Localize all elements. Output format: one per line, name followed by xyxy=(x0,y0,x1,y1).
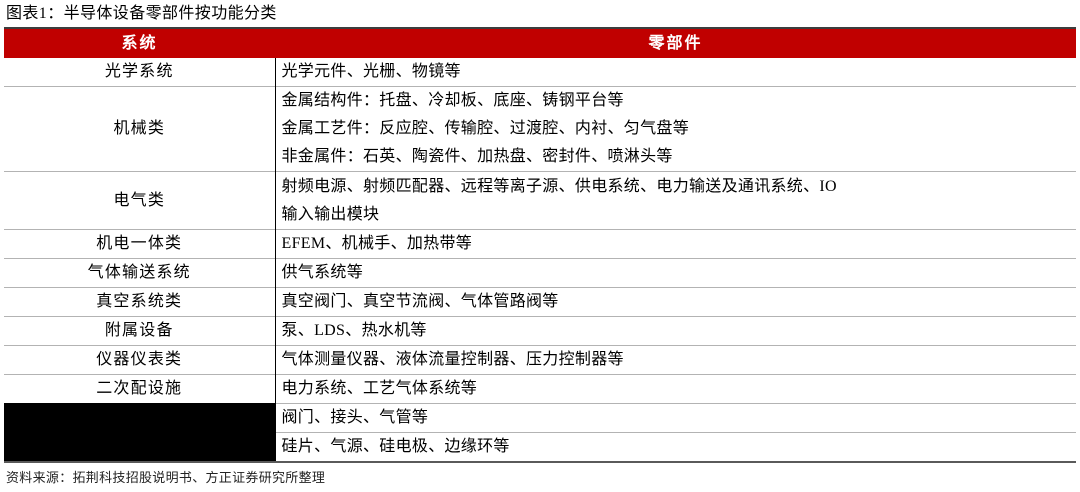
parts-line: 金属工艺件：反应腔、传输腔、过渡腔、内衬、匀气盘等 xyxy=(281,120,690,137)
column-header-system: 系统 xyxy=(4,29,275,58)
cell-system: 机械类 xyxy=(4,86,276,172)
table-body: 光学系统 光学元件、光栅、物镜等 机械类 金属结构件：托盘、冷却板、底座、铸钢平… xyxy=(4,58,1076,461)
table-row: 附属设备 泵、LDS、热水机等 xyxy=(4,316,1076,346)
table-row: 机械类 金属结构件：托盘、冷却板、底座、铸钢平台等 金属工艺件：反应腔、传输腔、… xyxy=(4,86,1076,172)
table-row: 硅片、气源、硅电极、边缘环等 xyxy=(4,432,1076,461)
table-row: 阀门、接头、气管等 xyxy=(4,403,1076,433)
table-row: 二次配设施 电力系统、工艺气体系统等 xyxy=(4,374,1076,404)
parts-line: 供气系统等 xyxy=(281,264,364,281)
source-note: 资料来源：拓荆科技招股说明书、方正证券研究所整理 xyxy=(6,470,326,485)
classification-table: 系统 零部件 光学系统 光学元件、光栅、物镜等 机械类 金属结构件：托盘、冷却板… xyxy=(4,29,1076,461)
parts-line: 阀门、接头、气管等 xyxy=(281,409,429,426)
parts-line: 金属结构件：托盘、冷却板、底座、铸钢平台等 xyxy=(281,92,624,109)
parts-line: 气体测量仪器、液体流量控制器、压力控制器等 xyxy=(281,351,624,368)
table-row: 真空系统类 真空阀门、真空节流阀、气体管路阀等 xyxy=(4,287,1076,317)
cell-system-redacted xyxy=(4,432,276,461)
cell-parts: 真空阀门、真空节流阀、气体管路阀等 xyxy=(275,287,1076,317)
cell-parts: EFEM、机械手、加热带等 xyxy=(275,229,1076,259)
cell-parts: 电力系统、工艺气体系统等 xyxy=(275,374,1076,404)
parts-line: 电力系统、工艺气体系统等 xyxy=(281,380,478,397)
cell-system: 光学系统 xyxy=(4,58,276,87)
cell-parts: 金属结构件：托盘、冷却板、底座、铸钢平台等 金属工艺件：反应腔、传输腔、过渡腔、… xyxy=(275,86,1076,172)
parts-line: 光学元件、光栅、物镜等 xyxy=(281,63,461,80)
cell-system-redacted xyxy=(4,403,276,433)
table-header: 系统 零部件 xyxy=(4,29,1076,58)
table-row: 气体输送系统 供气系统等 xyxy=(4,258,1076,288)
parts-line: 射频电源、射频匹配器、远程等离子源、供电系统、电力输送及通讯系统、IO xyxy=(281,177,837,195)
cell-parts: 供气系统等 xyxy=(275,258,1076,288)
cell-system: 机电一体类 xyxy=(4,229,276,259)
cell-parts: 泵、LDS、热水机等 xyxy=(275,316,1076,346)
cell-parts: 硅片、气源、硅电极、边缘环等 xyxy=(275,432,1076,461)
cell-system: 气体输送系统 xyxy=(4,258,276,288)
table-header-row: 系统 零部件 xyxy=(4,29,1076,58)
cell-parts: 气体测量仪器、液体流量控制器、压力控制器等 xyxy=(275,345,1076,375)
page-title: 图表1：半导体设备零部件按功能分类 xyxy=(6,5,277,22)
table-row: 光学系统 光学元件、光栅、物镜等 xyxy=(4,58,1076,87)
parts-line: 真空阀门、真空节流阀、气体管路阀等 xyxy=(281,293,559,310)
column-header-parts: 零部件 xyxy=(275,29,1076,58)
table-row: 机电一体类 EFEM、机械手、加热带等 xyxy=(4,229,1076,259)
table-row: 电气类 射频电源、射频匹配器、远程等离子源、供电系统、电力输送及通讯系统、IO … xyxy=(4,171,1076,230)
cell-system: 附属设备 xyxy=(4,316,276,346)
cell-system: 二次配设施 xyxy=(4,374,276,404)
cell-system: 电气类 xyxy=(4,171,276,230)
cell-system: 真空系统类 xyxy=(4,287,276,317)
table-row: 仪器仪表类 气体测量仪器、液体流量控制器、压力控制器等 xyxy=(4,345,1076,375)
parts-line: 泵、LDS、热水机等 xyxy=(281,322,427,339)
parts-line: 硅片、气源、硅电极、边缘环等 xyxy=(281,438,510,455)
parts-line: 输入输出模块 xyxy=(281,205,380,223)
cell-parts: 阀门、接头、气管等 xyxy=(275,403,1076,433)
cell-system: 仪器仪表类 xyxy=(4,345,276,375)
classification-table-wrapper: 系统 零部件 光学系统 光学元件、光栅、物镜等 机械类 金属结构件：托盘、冷却板… xyxy=(4,27,1076,463)
cell-parts: 射频电源、射频匹配器、远程等离子源、供电系统、电力输送及通讯系统、IO 输入输出… xyxy=(275,171,1076,230)
cell-parts: 光学元件、光栅、物镜等 xyxy=(275,58,1076,87)
parts-line: EFEM、机械手、加热带等 xyxy=(281,235,473,252)
parts-line: 非金属件：石英、陶瓷件、加热盘、密封件、喷淋头等 xyxy=(281,148,673,165)
